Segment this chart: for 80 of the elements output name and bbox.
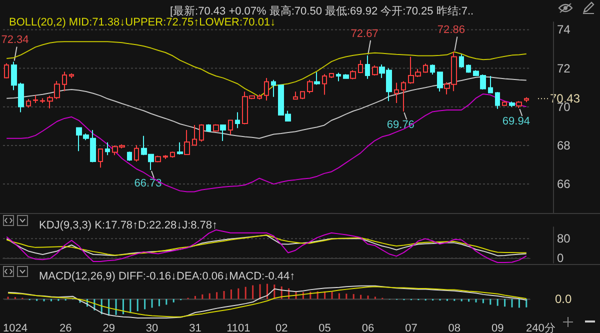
candlestick <box>264 77 269 102</box>
chart-subtitle: BOLL(20,2) MID:71.38↓UPPER:72.75↑LOWER:70.01↓ <box>9 16 276 28</box>
candlestick <box>459 54 464 68</box>
candlestick <box>206 124 211 132</box>
candlestick <box>170 151 175 158</box>
candlestick <box>430 64 435 75</box>
candlestick <box>466 64 471 74</box>
candlestick <box>502 100 507 106</box>
candlestick <box>228 119 233 135</box>
candlestick <box>516 100 522 109</box>
candlestick <box>495 92 500 110</box>
candlestick <box>509 101 515 108</box>
candlestick <box>322 74 327 96</box>
candlestick <box>177 142 183 156</box>
candlestick <box>184 130 190 156</box>
x-tick-label: 30 <box>146 322 158 333</box>
candlestick <box>394 82 399 104</box>
candlestick <box>314 72 320 86</box>
candlestick <box>105 142 110 156</box>
candlestick <box>62 71 67 92</box>
y-tick-label: 0 <box>557 251 564 266</box>
x-tick-label: 1024 <box>2 322 28 333</box>
x-tick-label: 31 <box>189 322 202 333</box>
candlestick <box>257 94 262 100</box>
candlestick <box>271 79 276 98</box>
candlestick <box>329 72 334 78</box>
candlestick <box>127 151 132 162</box>
candlestick <box>199 124 204 142</box>
candlestick <box>437 72 443 92</box>
y-tick-label: 80 <box>557 232 571 246</box>
candlestick <box>192 124 197 146</box>
x-tick-label: 07 <box>405 322 418 333</box>
x-tick-label: 02 <box>275 322 288 333</box>
candlestick <box>300 90 305 100</box>
candlestick <box>69 72 74 79</box>
y-tick-label: 72 <box>557 61 571 76</box>
candlestick <box>343 74 349 80</box>
candlestick <box>401 80 406 112</box>
candlestick <box>4 62 9 79</box>
candlestick <box>155 155 161 163</box>
candlestick <box>26 98 31 108</box>
text: 240分 <box>526 322 556 333</box>
candlestick <box>336 72 341 82</box>
candlestick <box>423 63 428 74</box>
candlestick <box>358 60 363 74</box>
candlestick <box>350 70 356 80</box>
ref-line-label: 0.0 <box>555 292 572 306</box>
candlestick <box>213 124 219 132</box>
candlestick <box>40 98 45 104</box>
x-tick-label: 26 <box>60 322 72 333</box>
annotation: 66.73 <box>134 177 162 190</box>
candlestick <box>307 79 313 94</box>
y-tick-label: 66 <box>557 177 571 192</box>
chart-title: [最新:70.43 +0.07% 最高:70.50 最低:69.92 今开:70.25 昨结:7.. <box>170 4 474 18</box>
x-tick-label: 1101 <box>226 322 250 333</box>
annotation: 72.86 <box>437 24 465 36</box>
candlestick <box>33 94 38 104</box>
y-tick-label: 74 <box>557 22 571 37</box>
candlestick <box>372 64 378 76</box>
candlestick <box>524 96 529 103</box>
chart-title: KDJ(9,3,3) K:17.78↑D:22.28↓J:8.78↑ <box>39 220 218 232</box>
annotation: 72.67 <box>350 28 378 40</box>
candlestick <box>488 76 493 94</box>
annotation: 69.94 <box>502 116 530 128</box>
x-tick-label: 06 <box>362 322 374 333</box>
chart-title: MACD(12,26,9) DIFF:-0.16↓DEA:0.06↓MACD:-0.44↑ <box>39 270 296 282</box>
candlestick <box>163 154 168 160</box>
annotation: 72.34 <box>1 34 29 46</box>
y-tick-label: 68 <box>557 138 571 152</box>
candlestick <box>293 91 298 100</box>
x-tick-label: 08 <box>448 322 461 333</box>
x-tick-label: 05 <box>318 322 331 333</box>
candlestick <box>98 148 103 168</box>
x-tick-label: 09 <box>491 322 504 333</box>
candlestick <box>220 124 226 142</box>
line-series <box>6 229 527 264</box>
candlestick <box>235 112 240 129</box>
x-tick-label: 29 <box>102 322 115 333</box>
candlestick <box>365 54 370 80</box>
candlestick <box>134 144 139 162</box>
